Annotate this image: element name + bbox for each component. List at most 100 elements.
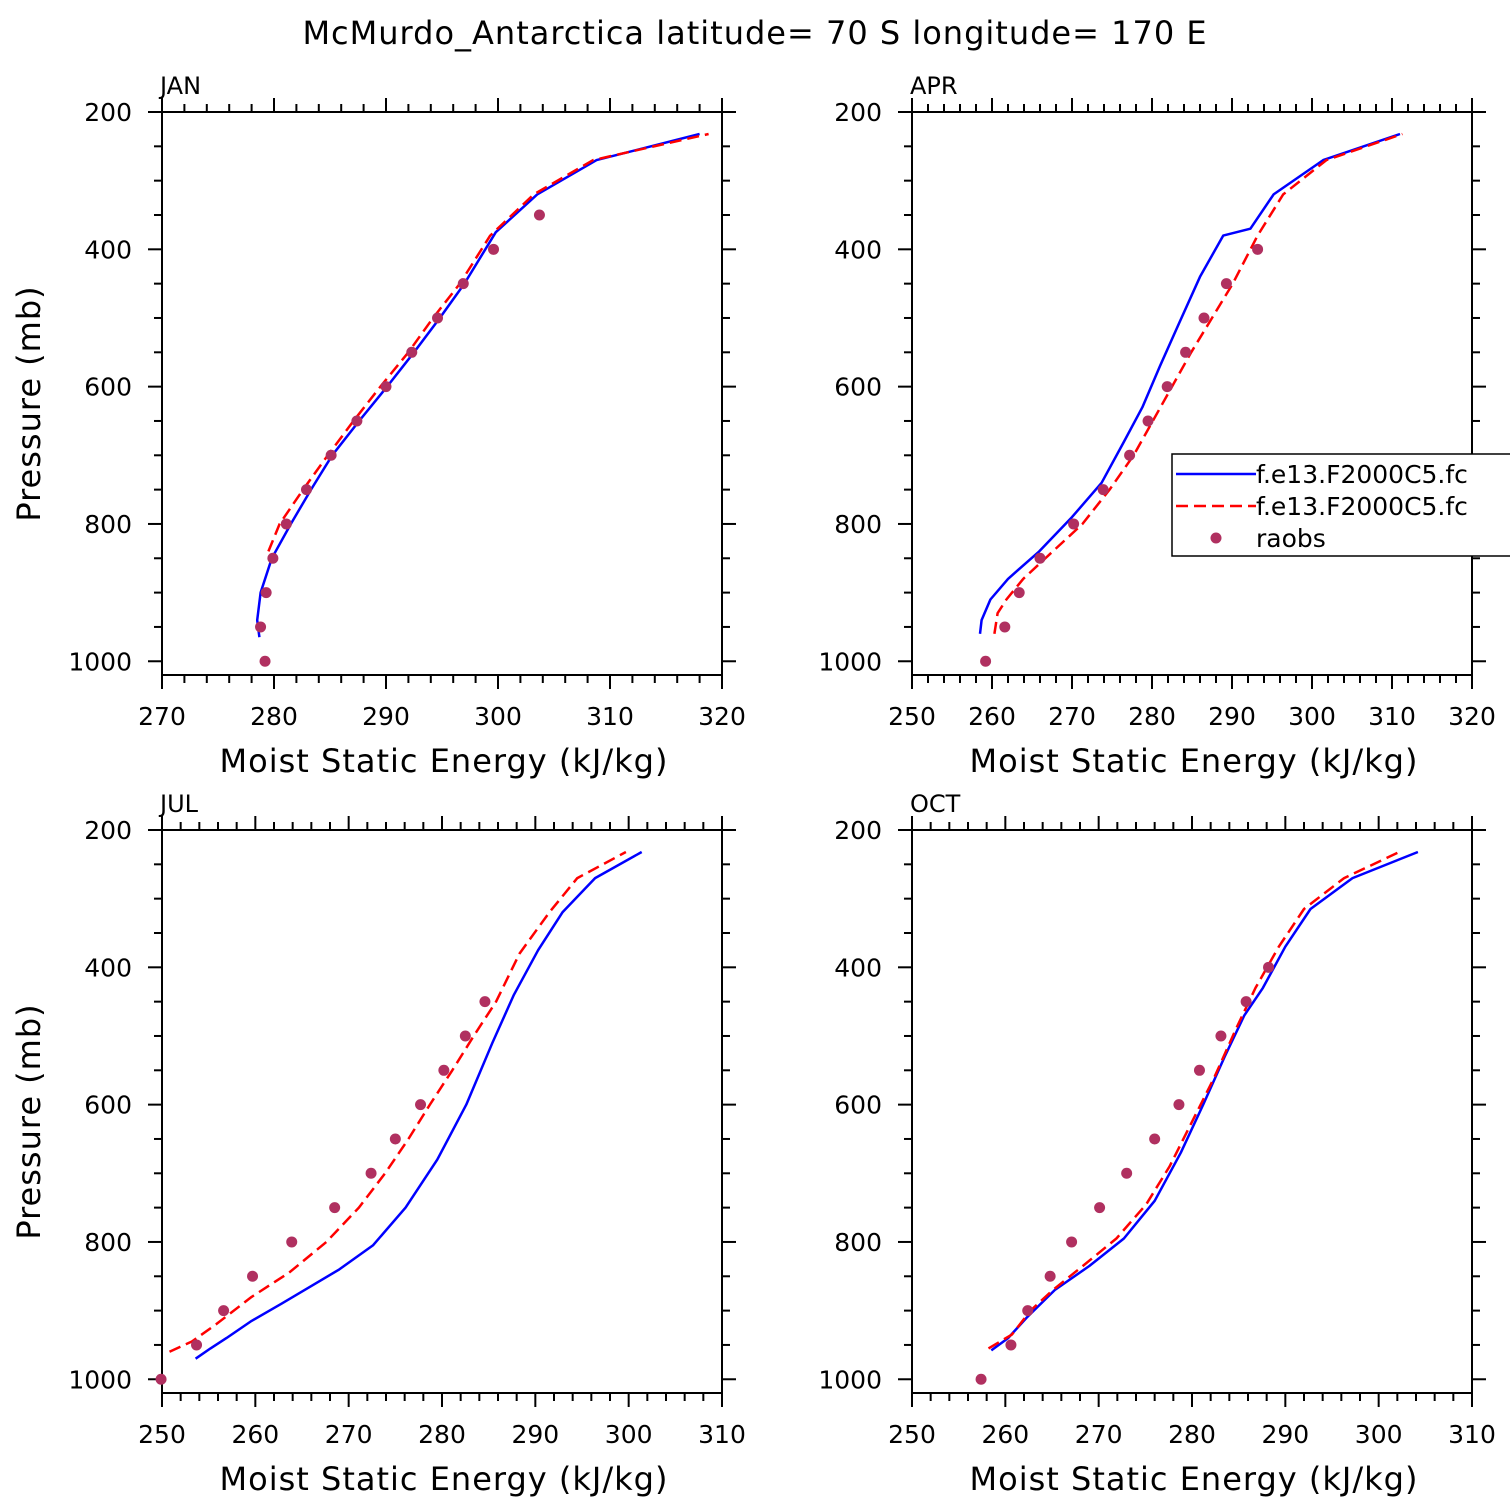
raobs-point xyxy=(1220,278,1232,290)
raobs-point xyxy=(1161,381,1173,393)
x-tick-label: 290 xyxy=(1208,702,1256,731)
y-tick-label: 200 xyxy=(834,816,882,845)
figure-title: McMurdo_Antarctica latitude= 70 S longit… xyxy=(302,14,1207,52)
x-tick-label: 290 xyxy=(1261,1420,1309,1449)
raobs-point xyxy=(1193,1064,1205,1076)
y-tick-label: 1000 xyxy=(818,1365,882,1394)
series-group xyxy=(987,850,1419,1352)
y-tick-label: 400 xyxy=(834,235,882,264)
x-tick-label: 250 xyxy=(138,1420,186,1449)
raobs-point xyxy=(380,381,392,393)
y-tick-label: 200 xyxy=(84,816,132,845)
plot-frame xyxy=(161,829,723,1394)
panel-label: OCT xyxy=(910,790,961,818)
raobs-point xyxy=(1240,996,1252,1008)
raobs-point xyxy=(389,1133,401,1145)
y-tick-label: 800 xyxy=(84,1228,132,1257)
raobs-point xyxy=(1034,552,1046,564)
raobs-point xyxy=(1263,961,1275,973)
raobs-point xyxy=(1173,1099,1185,1111)
raobs-point xyxy=(438,1064,450,1076)
raobs-point xyxy=(218,1305,230,1317)
series-line-solid xyxy=(978,132,1401,634)
panel-jan: JAN 270 280 290 300 310 320 200 400 600 800 1000 Moi… xyxy=(10,72,746,780)
raobs-point xyxy=(260,587,272,599)
series-line-dashed xyxy=(987,850,1400,1350)
raobs-point xyxy=(975,1373,987,1385)
raobs-point xyxy=(432,312,444,324)
y-tick-label: 600 xyxy=(834,373,882,402)
raobs-point xyxy=(1022,1305,1034,1317)
raobs-point xyxy=(1180,346,1192,358)
x-tick-label: 300 xyxy=(1288,702,1336,731)
raobs-point xyxy=(259,655,271,667)
y-tick-label: 600 xyxy=(834,1091,882,1120)
raobs-point xyxy=(300,484,312,496)
legend-label: f.e13.F2000C5.fc xyxy=(1256,492,1468,521)
x-tick-label: 320 xyxy=(1448,702,1496,731)
raobs-point xyxy=(1252,243,1264,255)
series-line-dashed xyxy=(993,132,1403,634)
x-tick-label: 260 xyxy=(231,1420,279,1449)
raobs-point xyxy=(1005,1339,1017,1351)
y-tick-label: 200 xyxy=(834,98,882,127)
plot-frame xyxy=(911,111,1473,676)
raobs-point xyxy=(1149,1133,1161,1145)
plot-frame xyxy=(161,111,723,676)
x-tick-label: 270 xyxy=(325,1420,373,1449)
raobs-point xyxy=(286,1236,298,1248)
x-tick-label: 300 xyxy=(474,702,522,731)
raobs-point xyxy=(351,415,363,427)
y-tick-label: 1000 xyxy=(818,647,882,676)
series-line-solid xyxy=(990,850,1419,1352)
series-group xyxy=(978,132,1403,634)
legend-marker xyxy=(1210,532,1222,544)
raobs-point xyxy=(1097,484,1109,496)
x-tick-label: 250 xyxy=(888,702,936,731)
x-tick-label: 280 xyxy=(1168,1420,1216,1449)
x-tick-label: 320 xyxy=(698,702,746,731)
raobs-point xyxy=(533,209,545,221)
raobs-point xyxy=(415,1099,427,1111)
y-tick-label: 1000 xyxy=(68,647,132,676)
raobs-point xyxy=(365,1167,377,1179)
legend-label: f.e13.F2000C5.fc xyxy=(1256,460,1468,489)
y-tick-label: 400 xyxy=(84,953,132,982)
y-tick-label: 600 xyxy=(84,373,132,402)
x-tick-label: 310 xyxy=(1448,1420,1496,1449)
raobs-point xyxy=(406,346,418,358)
raobs-point xyxy=(247,1270,259,1282)
plot-frame xyxy=(911,829,1473,1394)
y-axis-title: Pressure (mb) xyxy=(10,285,48,521)
raobs-point xyxy=(280,518,292,530)
x-tick-label: 270 xyxy=(138,702,186,731)
panel-oct: OCT 250 260 270 280 290 300 310 200 400 600 800 1000… xyxy=(818,790,1495,1498)
y-tick-label: 400 xyxy=(84,235,132,264)
raobs-point xyxy=(1142,415,1154,427)
x-tick-label: 260 xyxy=(968,702,1016,731)
x-tick-label: 260 xyxy=(981,1420,1029,1449)
raobs-point xyxy=(267,552,279,564)
x-tick-label: 270 xyxy=(1048,702,1096,731)
x-tick-label: 300 xyxy=(1355,1420,1403,1449)
x-tick-label: 310 xyxy=(698,1420,746,1449)
y-tick-label: 1000 xyxy=(68,1365,132,1394)
y-axis-title: Pressure (mb) xyxy=(10,1003,48,1239)
series-line-dashed xyxy=(168,850,627,1353)
raobs-point xyxy=(1198,312,1210,324)
raobs-point xyxy=(1121,1167,1133,1179)
raobs-point xyxy=(1013,587,1025,599)
y-tick-label: 800 xyxy=(834,1228,882,1257)
panel-jul: JUL 250 260 270 280 290 300 310 200 400 600 800 1000… xyxy=(10,790,746,1498)
y-tick-label: 400 xyxy=(834,953,882,982)
y-tick-label: 800 xyxy=(84,510,132,539)
raobs-point xyxy=(191,1339,203,1351)
x-axis-title: Moist Static Energy (kJ/kg) xyxy=(970,742,1419,780)
legend-label: raobs xyxy=(1256,524,1326,553)
raobs-point xyxy=(459,1030,471,1042)
raobs-point xyxy=(1044,1270,1056,1282)
x-axis-title: Moist Static Energy (kJ/kg) xyxy=(970,1460,1419,1498)
series-line-solid xyxy=(255,132,700,638)
panel-apr: APR 250 260 270 280 290 300 310 320 200 400 600 800 1… xyxy=(818,72,1510,780)
